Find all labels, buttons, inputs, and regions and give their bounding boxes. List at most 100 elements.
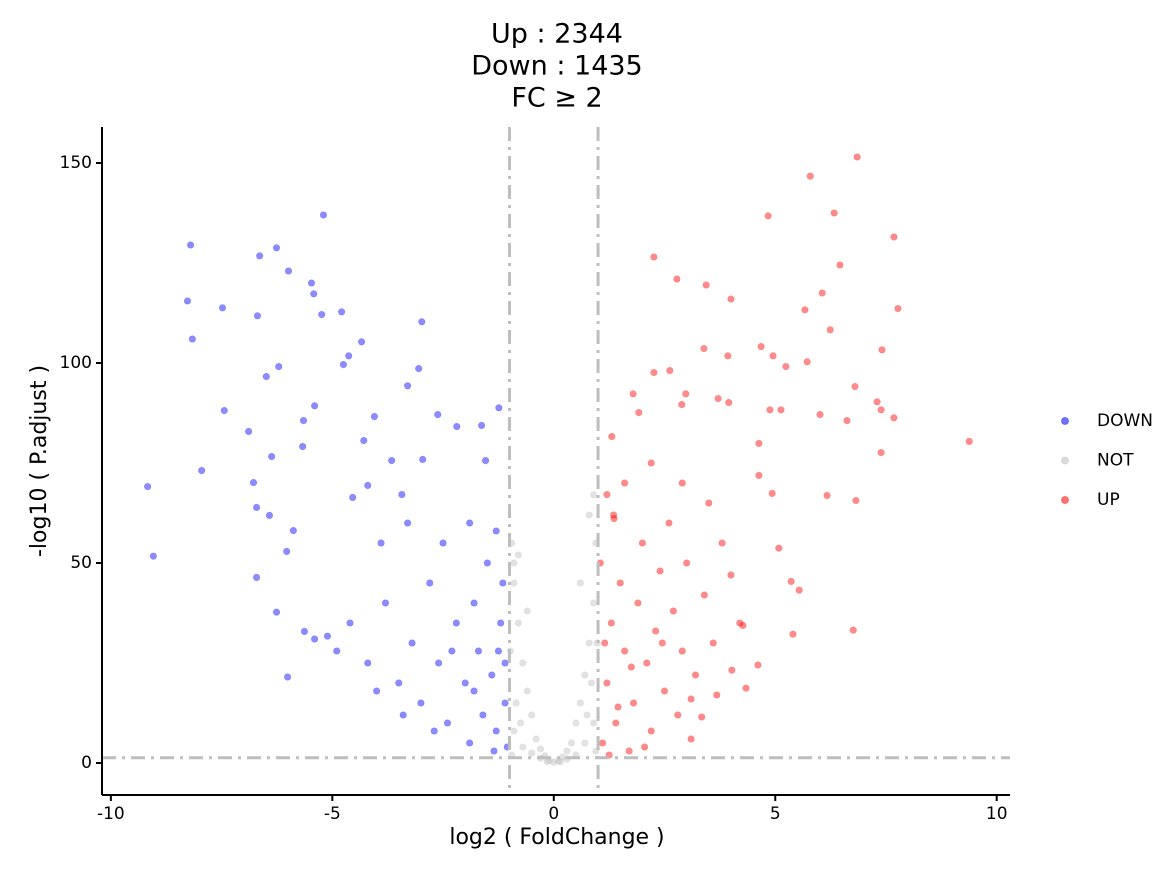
- point: [512, 699, 520, 707]
- point: [186, 241, 195, 249]
- point: [439, 539, 447, 547]
- point: [687, 735, 695, 743]
- point: [495, 404, 503, 412]
- point: [398, 491, 406, 499]
- point: [333, 647, 341, 655]
- point: [357, 338, 366, 346]
- point: [787, 577, 795, 586]
- point: [612, 719, 620, 727]
- point: [647, 727, 655, 735]
- point: [300, 627, 309, 636]
- point: [607, 619, 615, 627]
- point: [678, 479, 686, 487]
- point: [873, 398, 881, 406]
- point: [311, 402, 319, 410]
- point: [764, 212, 772, 220]
- point: [650, 253, 658, 261]
- point: [585, 639, 593, 647]
- point: [583, 711, 591, 719]
- point: [461, 679, 469, 687]
- point: [528, 749, 536, 757]
- point: [755, 471, 763, 480]
- point: [318, 311, 326, 319]
- point: [417, 699, 425, 707]
- point: [665, 519, 673, 527]
- point: [252, 573, 261, 582]
- point: [585, 511, 593, 519]
- point: [709, 639, 717, 647]
- point: [789, 630, 797, 638]
- point: [488, 671, 496, 679]
- point: [826, 326, 834, 334]
- point: [550, 758, 558, 766]
- point: [245, 427, 253, 436]
- point: [256, 252, 264, 260]
- legend-label: DOWN: [1097, 411, 1153, 431]
- point: [283, 547, 291, 556]
- point: [742, 684, 750, 692]
- point: [481, 457, 490, 465]
- point: [466, 519, 474, 527]
- point: [965, 437, 973, 446]
- point: [705, 499, 713, 507]
- point: [307, 279, 316, 287]
- point: [640, 743, 649, 751]
- points: [144, 153, 973, 766]
- point: [728, 666, 736, 674]
- point: [682, 390, 690, 398]
- point: [536, 745, 545, 753]
- point: [492, 527, 500, 535]
- point: [370, 413, 379, 421]
- point: [890, 233, 898, 241]
- point: [289, 526, 297, 535]
- point: [849, 626, 857, 634]
- x-tick-label: 10: [986, 804, 1008, 824]
- point: [647, 459, 655, 467]
- point: [399, 711, 407, 719]
- legend-marker: [1061, 456, 1069, 465]
- point: [448, 647, 456, 655]
- point: [563, 747, 571, 755]
- point: [590, 599, 598, 607]
- point: [345, 352, 353, 360]
- point: [634, 599, 642, 607]
- point: [769, 352, 777, 360]
- point: [638, 539, 646, 547]
- point: [683, 559, 691, 567]
- point: [299, 443, 307, 451]
- y-tick-label: 150: [60, 153, 92, 173]
- point: [149, 552, 157, 560]
- point: [700, 591, 708, 599]
- point: [877, 406, 885, 414]
- point: [603, 679, 611, 687]
- point: [510, 727, 518, 735]
- point: [625, 747, 633, 755]
- legend-label: NOT: [1097, 451, 1134, 471]
- point: [483, 559, 491, 567]
- point: [268, 453, 276, 461]
- point: [775, 544, 783, 552]
- point: [635, 409, 643, 417]
- x-tick-label: -5: [324, 804, 341, 824]
- legend-marker: [1061, 417, 1069, 425]
- point: [418, 318, 426, 326]
- legend: DOWN NOT UP: [1061, 411, 1153, 510]
- point: [364, 659, 372, 667]
- point: [249, 479, 258, 487]
- point: [629, 390, 637, 398]
- y-axis-label: -log10 ( P.adjust ): [27, 365, 52, 557]
- point: [608, 433, 616, 441]
- point: [523, 687, 531, 695]
- point: [470, 687, 478, 695]
- point: [490, 747, 498, 755]
- point: [702, 281, 710, 289]
- point: [739, 621, 747, 630]
- point: [718, 539, 726, 547]
- point: [621, 647, 629, 655]
- point: [349, 493, 357, 502]
- point: [284, 267, 293, 275]
- point: [183, 297, 192, 305]
- point: [621, 479, 629, 487]
- point: [377, 539, 385, 547]
- x-tick-label: 5: [770, 804, 781, 824]
